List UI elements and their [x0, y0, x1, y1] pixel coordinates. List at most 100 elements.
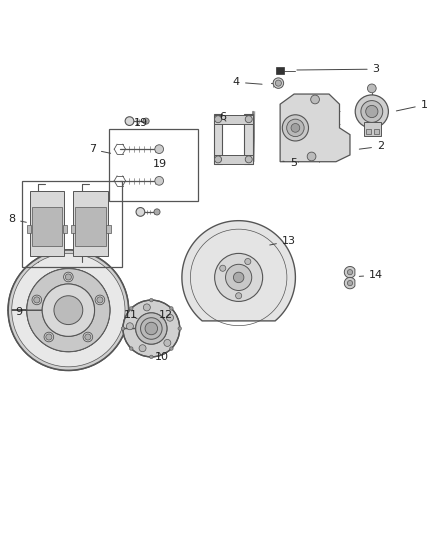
Circle shape	[65, 274, 71, 280]
Circle shape	[34, 297, 40, 303]
Circle shape	[355, 95, 389, 128]
Circle shape	[42, 284, 95, 336]
Circle shape	[291, 124, 300, 132]
Text: 10: 10	[155, 352, 169, 362]
Circle shape	[245, 259, 251, 264]
Circle shape	[83, 332, 93, 342]
Bar	[366, 128, 371, 134]
Circle shape	[215, 116, 222, 123]
Circle shape	[166, 314, 173, 321]
Bar	[244, 114, 253, 164]
Bar	[364, 122, 381, 135]
Bar	[73, 191, 108, 256]
Bar	[63, 225, 67, 233]
Circle shape	[233, 272, 244, 282]
Polygon shape	[27, 269, 110, 352]
Circle shape	[361, 101, 383, 123]
Polygon shape	[182, 221, 295, 321]
Circle shape	[273, 78, 284, 88]
Circle shape	[367, 84, 376, 93]
Text: 12: 12	[159, 310, 173, 320]
Circle shape	[311, 95, 319, 104]
Text: 4: 4	[233, 77, 262, 87]
Circle shape	[121, 327, 125, 330]
Circle shape	[64, 272, 73, 282]
Bar	[21, 181, 122, 266]
Circle shape	[54, 296, 83, 325]
Bar	[214, 115, 253, 124]
Bar	[374, 128, 379, 134]
Circle shape	[170, 347, 173, 350]
Polygon shape	[280, 94, 350, 161]
Text: 7: 7	[89, 144, 111, 155]
Circle shape	[283, 115, 308, 141]
Bar	[75, 207, 106, 246]
Bar	[29, 191, 64, 256]
Circle shape	[136, 313, 167, 344]
Circle shape	[127, 323, 133, 330]
Circle shape	[27, 269, 110, 352]
Text: 14: 14	[359, 270, 383, 280]
Text: 5: 5	[283, 158, 297, 167]
Circle shape	[170, 306, 173, 310]
Bar	[71, 225, 75, 233]
Circle shape	[97, 297, 103, 303]
Circle shape	[347, 270, 353, 275]
Circle shape	[44, 332, 54, 342]
Circle shape	[139, 345, 146, 352]
Circle shape	[307, 152, 316, 161]
Bar	[214, 155, 253, 164]
Polygon shape	[344, 266, 355, 278]
Polygon shape	[8, 250, 129, 370]
Text: 19: 19	[134, 118, 148, 128]
Circle shape	[143, 304, 150, 311]
Circle shape	[366, 106, 378, 118]
Text: 6: 6	[219, 112, 226, 122]
Circle shape	[220, 265, 226, 271]
Polygon shape	[344, 277, 355, 289]
Text: 3: 3	[297, 64, 380, 74]
Circle shape	[136, 207, 145, 216]
Circle shape	[215, 156, 222, 163]
Text: 9: 9	[15, 308, 27, 317]
Circle shape	[155, 176, 163, 185]
Circle shape	[143, 118, 149, 124]
Bar	[109, 129, 198, 201]
Circle shape	[145, 322, 158, 335]
Circle shape	[164, 340, 171, 346]
Circle shape	[287, 119, 304, 136]
Circle shape	[245, 116, 252, 123]
Circle shape	[130, 347, 133, 350]
Bar	[27, 225, 31, 233]
Circle shape	[236, 293, 242, 299]
Text: 11: 11	[124, 310, 138, 320]
Circle shape	[130, 306, 133, 310]
Circle shape	[95, 295, 105, 305]
Bar	[106, 225, 111, 233]
Circle shape	[245, 156, 252, 163]
Circle shape	[215, 253, 263, 302]
Text: 2: 2	[359, 141, 384, 151]
Circle shape	[150, 355, 153, 359]
Text: 1: 1	[396, 100, 428, 111]
Polygon shape	[123, 300, 180, 357]
Bar	[214, 114, 223, 164]
Circle shape	[276, 80, 282, 86]
Circle shape	[150, 298, 153, 302]
Circle shape	[141, 318, 162, 340]
Circle shape	[125, 117, 134, 125]
Circle shape	[85, 334, 91, 340]
Circle shape	[46, 334, 52, 340]
Polygon shape	[8, 250, 129, 370]
Circle shape	[347, 280, 353, 286]
Circle shape	[178, 327, 181, 330]
Text: 13: 13	[270, 236, 296, 246]
Text: 8: 8	[8, 214, 26, 224]
Circle shape	[154, 209, 160, 215]
Circle shape	[155, 145, 163, 154]
Circle shape	[32, 295, 42, 305]
Bar	[276, 67, 284, 75]
Text: 19: 19	[152, 159, 167, 169]
Bar	[32, 207, 62, 246]
Circle shape	[226, 264, 252, 290]
